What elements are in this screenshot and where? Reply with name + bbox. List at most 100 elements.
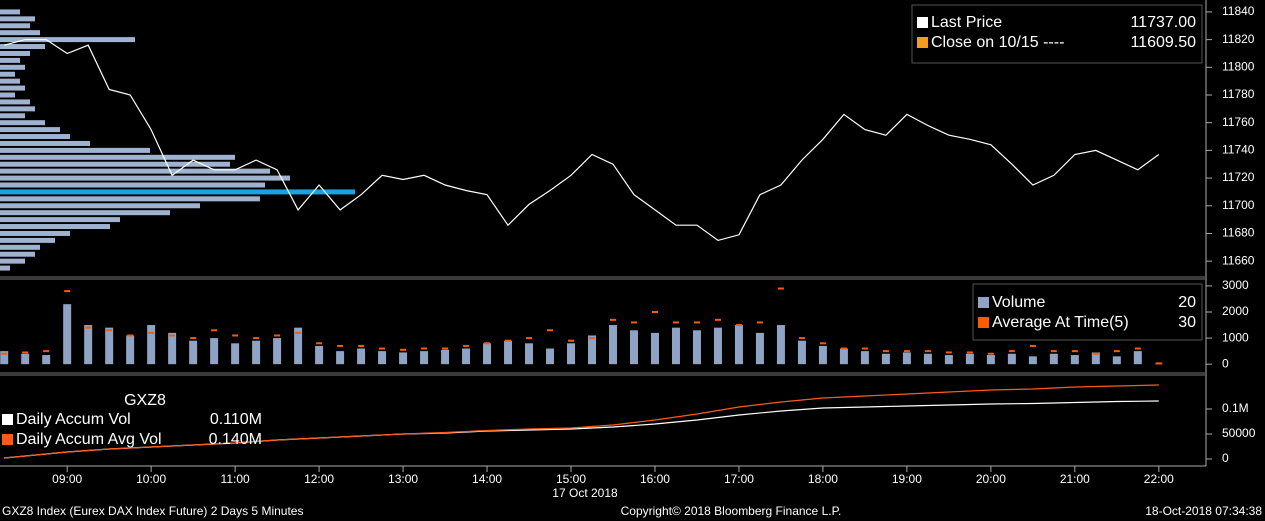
- average-dash: [1155, 362, 1162, 365]
- volume-bar: [818, 345, 827, 365]
- x-tick-label: 20:00: [976, 472, 1006, 486]
- volume-profile-bar: [0, 134, 70, 140]
- average-dash: [484, 342, 491, 345]
- average-dash: [945, 351, 952, 354]
- volume-bar: [231, 343, 240, 365]
- y-tick-label: 3000: [1222, 278, 1249, 292]
- x-tick-label: 18:00: [808, 472, 838, 486]
- volume-bar: [189, 340, 198, 365]
- legend-value: 0.110M: [210, 411, 262, 428]
- x-tick-label: 22:00: [1144, 472, 1174, 486]
- legend-label: Average At Time(5): [992, 314, 1129, 331]
- x-tick-label: 16:00: [640, 472, 670, 486]
- volume-profile-bar: [0, 106, 35, 112]
- y-tick-label: 1000: [1222, 330, 1249, 344]
- average-dash: [442, 347, 449, 350]
- volume-profile-bar: [0, 258, 25, 264]
- y-tick-label: 2000: [1222, 304, 1249, 318]
- average-dash: [1029, 344, 1036, 347]
- volume-profile-bar: [0, 147, 150, 153]
- average-dash: [714, 318, 721, 321]
- average-dash: [169, 334, 176, 337]
- volume-profile-bar: [0, 189, 355, 195]
- volume-bar: [797, 340, 806, 365]
- y-tick-label: 11700: [1222, 198, 1255, 212]
- volume-profile-bar: [0, 230, 70, 236]
- average-dash: [798, 337, 805, 340]
- volume-profile-bar: [0, 140, 90, 146]
- legend-swatch: [978, 297, 989, 308]
- volume-profile-bar: [0, 71, 15, 77]
- legend-label: Daily Accum Vol: [16, 411, 131, 428]
- average-dash: [609, 318, 616, 321]
- average-dash: [987, 352, 994, 355]
- legend-swatch: [917, 37, 928, 48]
- average-dash: [127, 334, 134, 337]
- volume-bar: [357, 348, 366, 365]
- volume-profile-bar: [0, 203, 200, 209]
- volume-profile-bar: [0, 99, 30, 105]
- volume-bar: [692, 330, 701, 365]
- volume-bar: [713, 327, 722, 365]
- volume-bar: [965, 353, 974, 365]
- volume-bar: [42, 355, 51, 365]
- average-dash: [463, 344, 470, 347]
- volume-profile-bar: [0, 161, 230, 167]
- y-tick-label: 0: [1222, 451, 1229, 465]
- volume-profile-bar: [0, 44, 45, 50]
- volume-bar: [0, 351, 9, 365]
- volume-bar: [755, 332, 764, 365]
- volume-bar: [84, 325, 93, 365]
- volume-bar: [902, 352, 911, 365]
- volume-bar: [525, 343, 534, 365]
- x-tick-label: 12:00: [304, 472, 334, 486]
- volume-bar: [629, 330, 638, 365]
- footer-center: Copyright© 2018 Bloomberg Finance L.P.: [621, 504, 842, 518]
- y-tick-label: 11740: [1222, 143, 1255, 157]
- volume-bar: [378, 351, 387, 365]
- average-dash: [64, 290, 71, 293]
- average-dash: [589, 337, 596, 340]
- average-dash: [505, 339, 512, 342]
- plot-area: [0, 9, 1160, 271]
- volume-bar: [860, 351, 869, 365]
- legend-label: Volume: [992, 294, 1045, 311]
- volume-bar: [923, 353, 932, 365]
- volume-profile-bar: [0, 210, 170, 216]
- average-dash: [148, 331, 155, 334]
- x-tick-label: 13:00: [388, 472, 418, 486]
- volume-bar: [462, 348, 471, 365]
- average-dash: [861, 347, 868, 350]
- volume-profile-bar: [0, 265, 10, 271]
- legend-value: 20: [1178, 294, 1196, 311]
- volume-profile-bar: [0, 120, 45, 126]
- average-dash: [966, 351, 973, 354]
- volume-profile-bar: [0, 57, 20, 63]
- legend-label: Last Price: [931, 14, 1002, 31]
- average-dash: [1134, 347, 1141, 350]
- volume-bar: [734, 325, 743, 365]
- average-dash: [85, 326, 92, 329]
- y-tick-label: 11780: [1222, 87, 1255, 101]
- average-dash: [777, 287, 784, 290]
- average-dash: [547, 329, 554, 332]
- panel-separator: [0, 276, 1205, 280]
- average-dash: [211, 329, 218, 332]
- y-tick-label: 11720: [1222, 170, 1255, 184]
- volume-bar: [1049, 353, 1058, 365]
- footer-left: GXZ8 Index (Eurex DAX Index Future) 2 Da…: [2, 504, 303, 518]
- y-tick-label: 11840: [1222, 4, 1255, 18]
- series-line: [4, 39, 1160, 242]
- volume-bar: [567, 343, 576, 365]
- legend-value: 0.140M: [209, 431, 262, 448]
- legend-box: [911, 4, 1203, 64]
- average-dash: [756, 321, 763, 324]
- volume-bar: [650, 332, 659, 365]
- average-dash: [1, 352, 8, 355]
- x-tick-label: 19:00: [892, 472, 922, 486]
- volume-bar: [1028, 356, 1037, 365]
- volume-profile-bar: [0, 23, 30, 29]
- volume-bar: [273, 338, 282, 365]
